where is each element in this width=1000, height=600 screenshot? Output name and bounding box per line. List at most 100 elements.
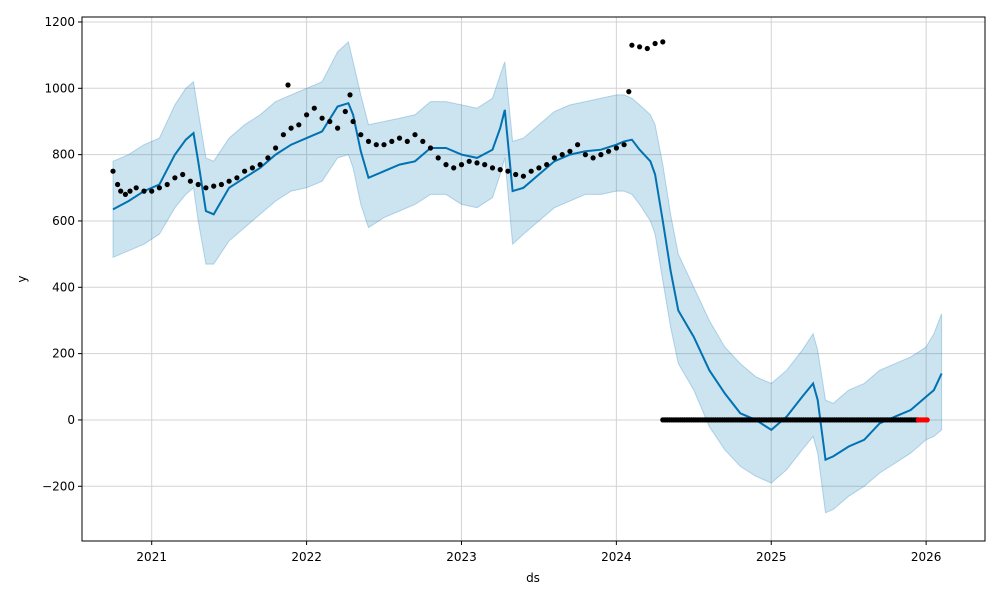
recent-point [924,417,930,423]
observed-point [435,155,441,161]
y-tick-label: 600 [52,214,75,228]
observed-point [513,171,519,178]
y-tick-label: 400 [52,280,75,294]
x-tick-label: 2021 [136,550,167,564]
observed-point [644,45,650,52]
observed-point [110,168,116,174]
observed-point [606,148,612,154]
forecast-series [112,101,943,462]
observed-point [180,171,186,178]
observed-point [505,168,511,174]
observed-point [342,108,348,115]
observed-point [122,191,128,197]
observed-point [273,145,279,151]
uncertainty-band [112,40,943,514]
observed-point [249,165,255,171]
observed-point [350,118,356,125]
observed-point [559,152,565,158]
observed-point [582,152,589,158]
y-tick-label: 0 [67,413,75,427]
observed-point [133,185,139,191]
observed-point [164,181,170,188]
observed-point [335,125,341,131]
observed-point [156,185,162,191]
observed-series [110,39,666,197]
observed-point [226,178,232,184]
observed-point [187,178,193,184]
observed-point [474,160,480,166]
observed-point [242,168,248,174]
forecast-line [112,101,943,462]
observed-point [567,148,573,154]
observed-point [443,162,449,168]
x-axis-ticks: 2021 2022 2023 2024 2025 2026 [136,541,941,564]
observed-point [381,142,387,148]
observed-point [280,132,286,138]
zero-points-series [660,417,921,423]
observed-point [118,188,124,194]
observed-point [598,152,604,158]
observed-point [482,162,488,168]
y-tick-label: 200 [52,347,75,361]
recent-points-series [915,417,930,423]
y-axis-label: y [15,275,29,282]
observed-point [203,185,209,191]
observed-point [327,118,333,125]
observed-point [127,188,133,194]
observed-point [311,105,317,111]
x-tick-label: 2023 [446,550,477,564]
observed-point [304,112,310,118]
observed-point [458,162,465,168]
observed-point [404,138,410,144]
y-tick-label: 1000 [44,81,75,95]
observed-point [551,155,558,161]
plot-frame [81,16,986,542]
observed-point [396,135,403,141]
observed-point [451,165,457,171]
observed-point [285,82,291,88]
observed-point [621,142,627,148]
observed-point [265,155,271,161]
x-tick-label: 2025 [756,550,787,564]
observed-point [626,89,632,95]
observed-point [590,155,596,161]
observed-point [149,188,155,194]
observed-point [365,138,372,144]
observed-point [497,167,503,173]
grid [82,17,985,541]
y-tick-label: 800 [52,148,75,162]
x-tick-label: 2026 [911,550,942,564]
observed-point [660,39,666,45]
observed-point [141,188,147,194]
observed-point [528,168,534,174]
uncertainty-band-area [112,40,943,514]
observed-point [172,175,178,181]
observed-point [652,40,658,47]
x-axis-label: ds [526,571,540,585]
observed-point [373,142,379,148]
observed-point [466,158,472,164]
observed-point [637,44,643,50]
observed-point [234,175,240,181]
observed-point [319,115,325,121]
observed-point [629,42,635,48]
observed-point [412,132,418,138]
observed-point [296,122,302,128]
observed-point [195,181,201,188]
observed-point [257,162,263,168]
observed-point [536,165,542,171]
observed-point [288,125,294,131]
observed-point [389,138,395,144]
y-tick-label: 1200 [44,15,75,29]
observed-point [427,145,434,151]
observed-point [575,142,581,148]
observed-point [358,132,364,138]
observed-point [613,145,620,151]
y-tick-label: −200 [42,479,75,493]
x-tick-label: 2022 [291,550,322,564]
observed-point [520,173,527,179]
observed-point [347,92,353,98]
observed-point [218,181,224,188]
observed-point [489,165,496,171]
